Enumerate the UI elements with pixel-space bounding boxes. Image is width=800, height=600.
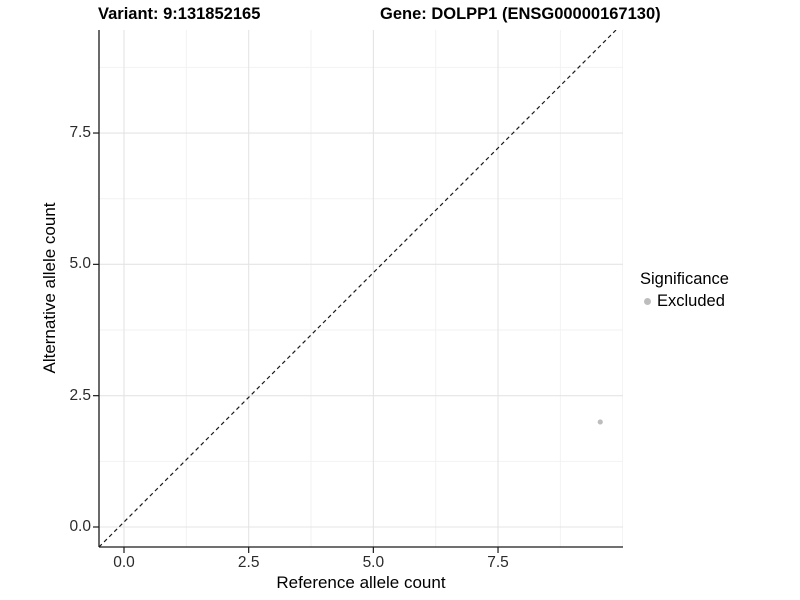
y-tick-label: 5.0 bbox=[69, 255, 91, 273]
data-point-excluded bbox=[597, 419, 603, 425]
y-tick-label: 7.5 bbox=[69, 124, 91, 142]
identity-reference-line bbox=[98, 30, 617, 548]
plot-title-variant: Variant: 9:131852165 bbox=[98, 5, 261, 23]
y-axis-title: Alternative allele count bbox=[40, 202, 59, 374]
x-tick-label: 2.5 bbox=[237, 554, 260, 571]
x-axis-title: Reference allele count bbox=[276, 573, 446, 592]
legend-item-label: Excluded bbox=[657, 292, 725, 310]
y-tick-label: 2.5 bbox=[69, 386, 91, 404]
legend-item-excluded: Excluded bbox=[640, 292, 729, 311]
x-tick-label: 5.0 bbox=[362, 554, 385, 571]
plot-panel bbox=[93, 30, 623, 553]
legend-point-icon bbox=[644, 298, 651, 305]
legend: Significance Excluded bbox=[640, 270, 729, 311]
plot-title-gene: Gene: DOLPP1 (ENSG00000167130) bbox=[380, 5, 661, 23]
x-tick-label: 7.5 bbox=[487, 554, 509, 571]
x-tick-label: 0.0 bbox=[113, 554, 135, 571]
y-tick-label: 0.0 bbox=[69, 518, 91, 535]
legend-title: Significance bbox=[640, 270, 729, 288]
